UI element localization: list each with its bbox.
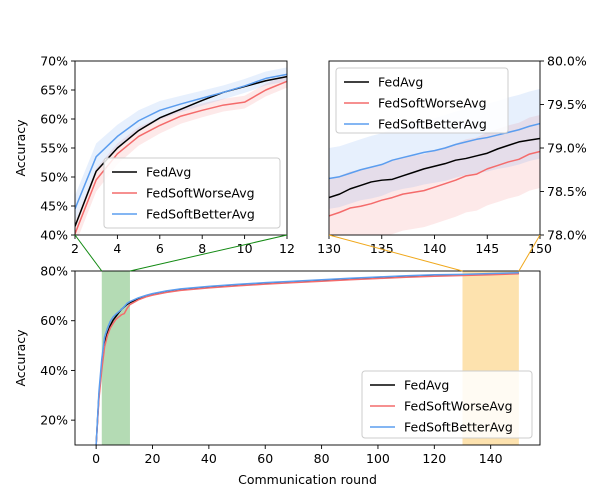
y-tick-label: 60% [40, 112, 68, 127]
series-line-worse [329, 150, 540, 217]
y-tick-label: 79.5% [547, 97, 587, 112]
x-tick-label: 140 [423, 241, 447, 256]
series-line-better [75, 73, 287, 210]
chart-zoom-early: 2 4 6 8 10 12 40% 45% 50% 55% 60% 65% 70% Accuracy Fed… [13, 54, 295, 257]
zoom-connector-green [129, 234, 288, 272]
y-tick-label: 55% [40, 141, 68, 156]
legend-box [335, 67, 509, 134]
y-axis-label: Accuracy [13, 329, 28, 387]
x-tick-label: 100 [366, 451, 390, 466]
series-line-worse [95, 272, 519, 445]
legend: FedAvg FedSoftWorseAvg FedSoftBetterAvg [361, 370, 533, 439]
x-tick-label: 145 [475, 241, 499, 256]
y-tick-label: 20% [40, 413, 68, 428]
zoom-connector-orange [518, 234, 541, 272]
legend-label: FedSoftBetterAvg [146, 207, 255, 222]
y-tick-label: 80.0% [547, 54, 587, 69]
y-tick-label: 65% [40, 83, 68, 98]
legend-label: FedSoftBetterAvg [404, 420, 513, 435]
x-tick-label: 120 [422, 451, 446, 466]
y-tick-label: 80% [40, 264, 68, 279]
confidence-band-better [75, 67, 287, 223]
zoom-connector-green [74, 234, 103, 272]
y-tick-label: 79.0% [547, 141, 587, 156]
series-line-better [95, 271, 519, 445]
legend: FedAvg FedSoftWorseAvg FedSoftBetterAvg [335, 67, 509, 134]
y-tick-label: 40% [40, 228, 68, 243]
legend-label: FedSoftBetterAvg [378, 117, 487, 132]
x-tick-label: 10 [237, 241, 253, 256]
x-tick-label: 2 [71, 241, 79, 256]
y-tick-label: 45% [40, 199, 68, 214]
x-tick-label: 60 [257, 451, 273, 466]
x-tick-label: 80 [314, 451, 330, 466]
confidence-band-worse [329, 114, 540, 235]
x-tick-label: 140 [479, 451, 503, 466]
y-tick-label: 50% [40, 170, 68, 185]
x-tick-label: 12 [279, 241, 295, 256]
plot-area [75, 67, 287, 235]
legend: FedAvg FedSoftWorseAvg FedSoftBetterAvg [103, 157, 281, 229]
axes-frame [74, 270, 541, 446]
x-tick-label: 130 [317, 241, 341, 256]
chart-full: 0 20 40 60 80 100 120 140 20% 40% 60% 80% Accuracy Co… [13, 264, 541, 487]
x-tick-label: 8 [198, 241, 206, 256]
legend-label: FedSoftWorseAvg [404, 399, 513, 414]
legend-label: FedSoftWorseAvg [146, 186, 255, 201]
series-line-fedavg [329, 137, 540, 199]
highlight-span [101, 271, 130, 445]
x-tick-label: 40 [201, 451, 217, 466]
legend-label: FedSoftWorseAvg [378, 96, 487, 111]
y-tick-label: 70% [40, 54, 68, 69]
x-tick-label: 135 [370, 241, 394, 256]
chart-zoom-late: 130 135 140 145 15078.0%78.5%79.0%79.5%80.0%… [317, 54, 587, 257]
legend-box [361, 370, 533, 439]
y-tick-label: 60% [40, 313, 68, 328]
x-tick-label: 6 [156, 241, 164, 256]
x-tick-label: 20 [145, 451, 161, 466]
legend-label: FedAvg [146, 165, 191, 180]
x-tick-label: 0 [92, 451, 100, 466]
legend-label: FedAvg [404, 378, 449, 393]
series-line-fedavg [75, 75, 287, 227]
zoom-connector-orange [328, 234, 463, 272]
y-axis-label: Accuracy [13, 119, 28, 177]
legend-box [103, 157, 281, 229]
y-tick-label: 78.5% [547, 184, 587, 199]
x-axis-label: Communication round [238, 472, 377, 487]
y-tick-label: 40% [40, 363, 68, 378]
y-tick-label: 78.0% [547, 228, 587, 243]
x-tick-label: 4 [113, 241, 121, 256]
legend-label: FedAvg [378, 75, 423, 90]
